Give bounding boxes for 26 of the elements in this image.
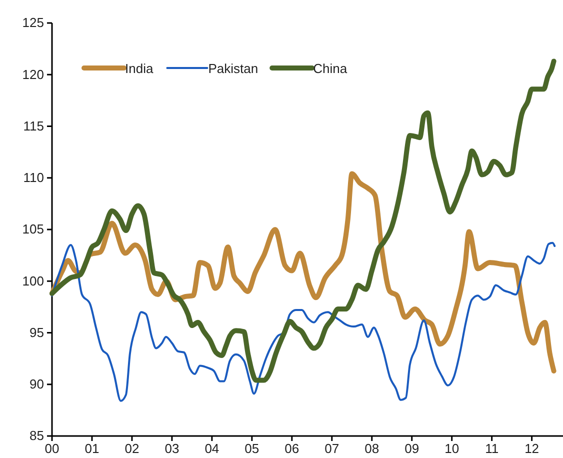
y-tick-label: 110 xyxy=(23,170,44,186)
x-tick-label: 12 xyxy=(524,441,540,456)
y-tick-label: 95 xyxy=(30,324,44,340)
y-tick-label: 90 xyxy=(30,376,44,392)
legend-label: China xyxy=(313,61,348,76)
y-tick-label: 100 xyxy=(22,273,44,288)
x-tick-label: 10 xyxy=(444,441,460,456)
legend-label: Pakistan xyxy=(208,61,258,76)
x-tick-label: 09 xyxy=(404,441,420,456)
x-tick-label: 05 xyxy=(244,441,260,456)
y-tick-label: 115 xyxy=(23,118,44,134)
y-tick-label: 120 xyxy=(22,66,44,82)
x-tick-label: 01 xyxy=(84,441,100,456)
x-tick-label: 03 xyxy=(164,441,180,456)
x-tick-label: 02 xyxy=(124,441,140,456)
line-series xyxy=(51,242,556,402)
x-tick-label: 07 xyxy=(324,441,340,456)
x-tick-label: 00 xyxy=(44,441,60,456)
y-tick-label: 125 xyxy=(22,15,44,30)
x-tick-label: 11 xyxy=(485,441,499,456)
legend-label: India xyxy=(125,61,154,76)
x-tick-label: 06 xyxy=(284,441,300,456)
y-tick-label: 85 xyxy=(30,428,44,444)
x-tick-label: 04 xyxy=(204,441,220,456)
y-tick-label: 105 xyxy=(22,222,44,237)
x-tick-label: 08 xyxy=(364,441,380,456)
